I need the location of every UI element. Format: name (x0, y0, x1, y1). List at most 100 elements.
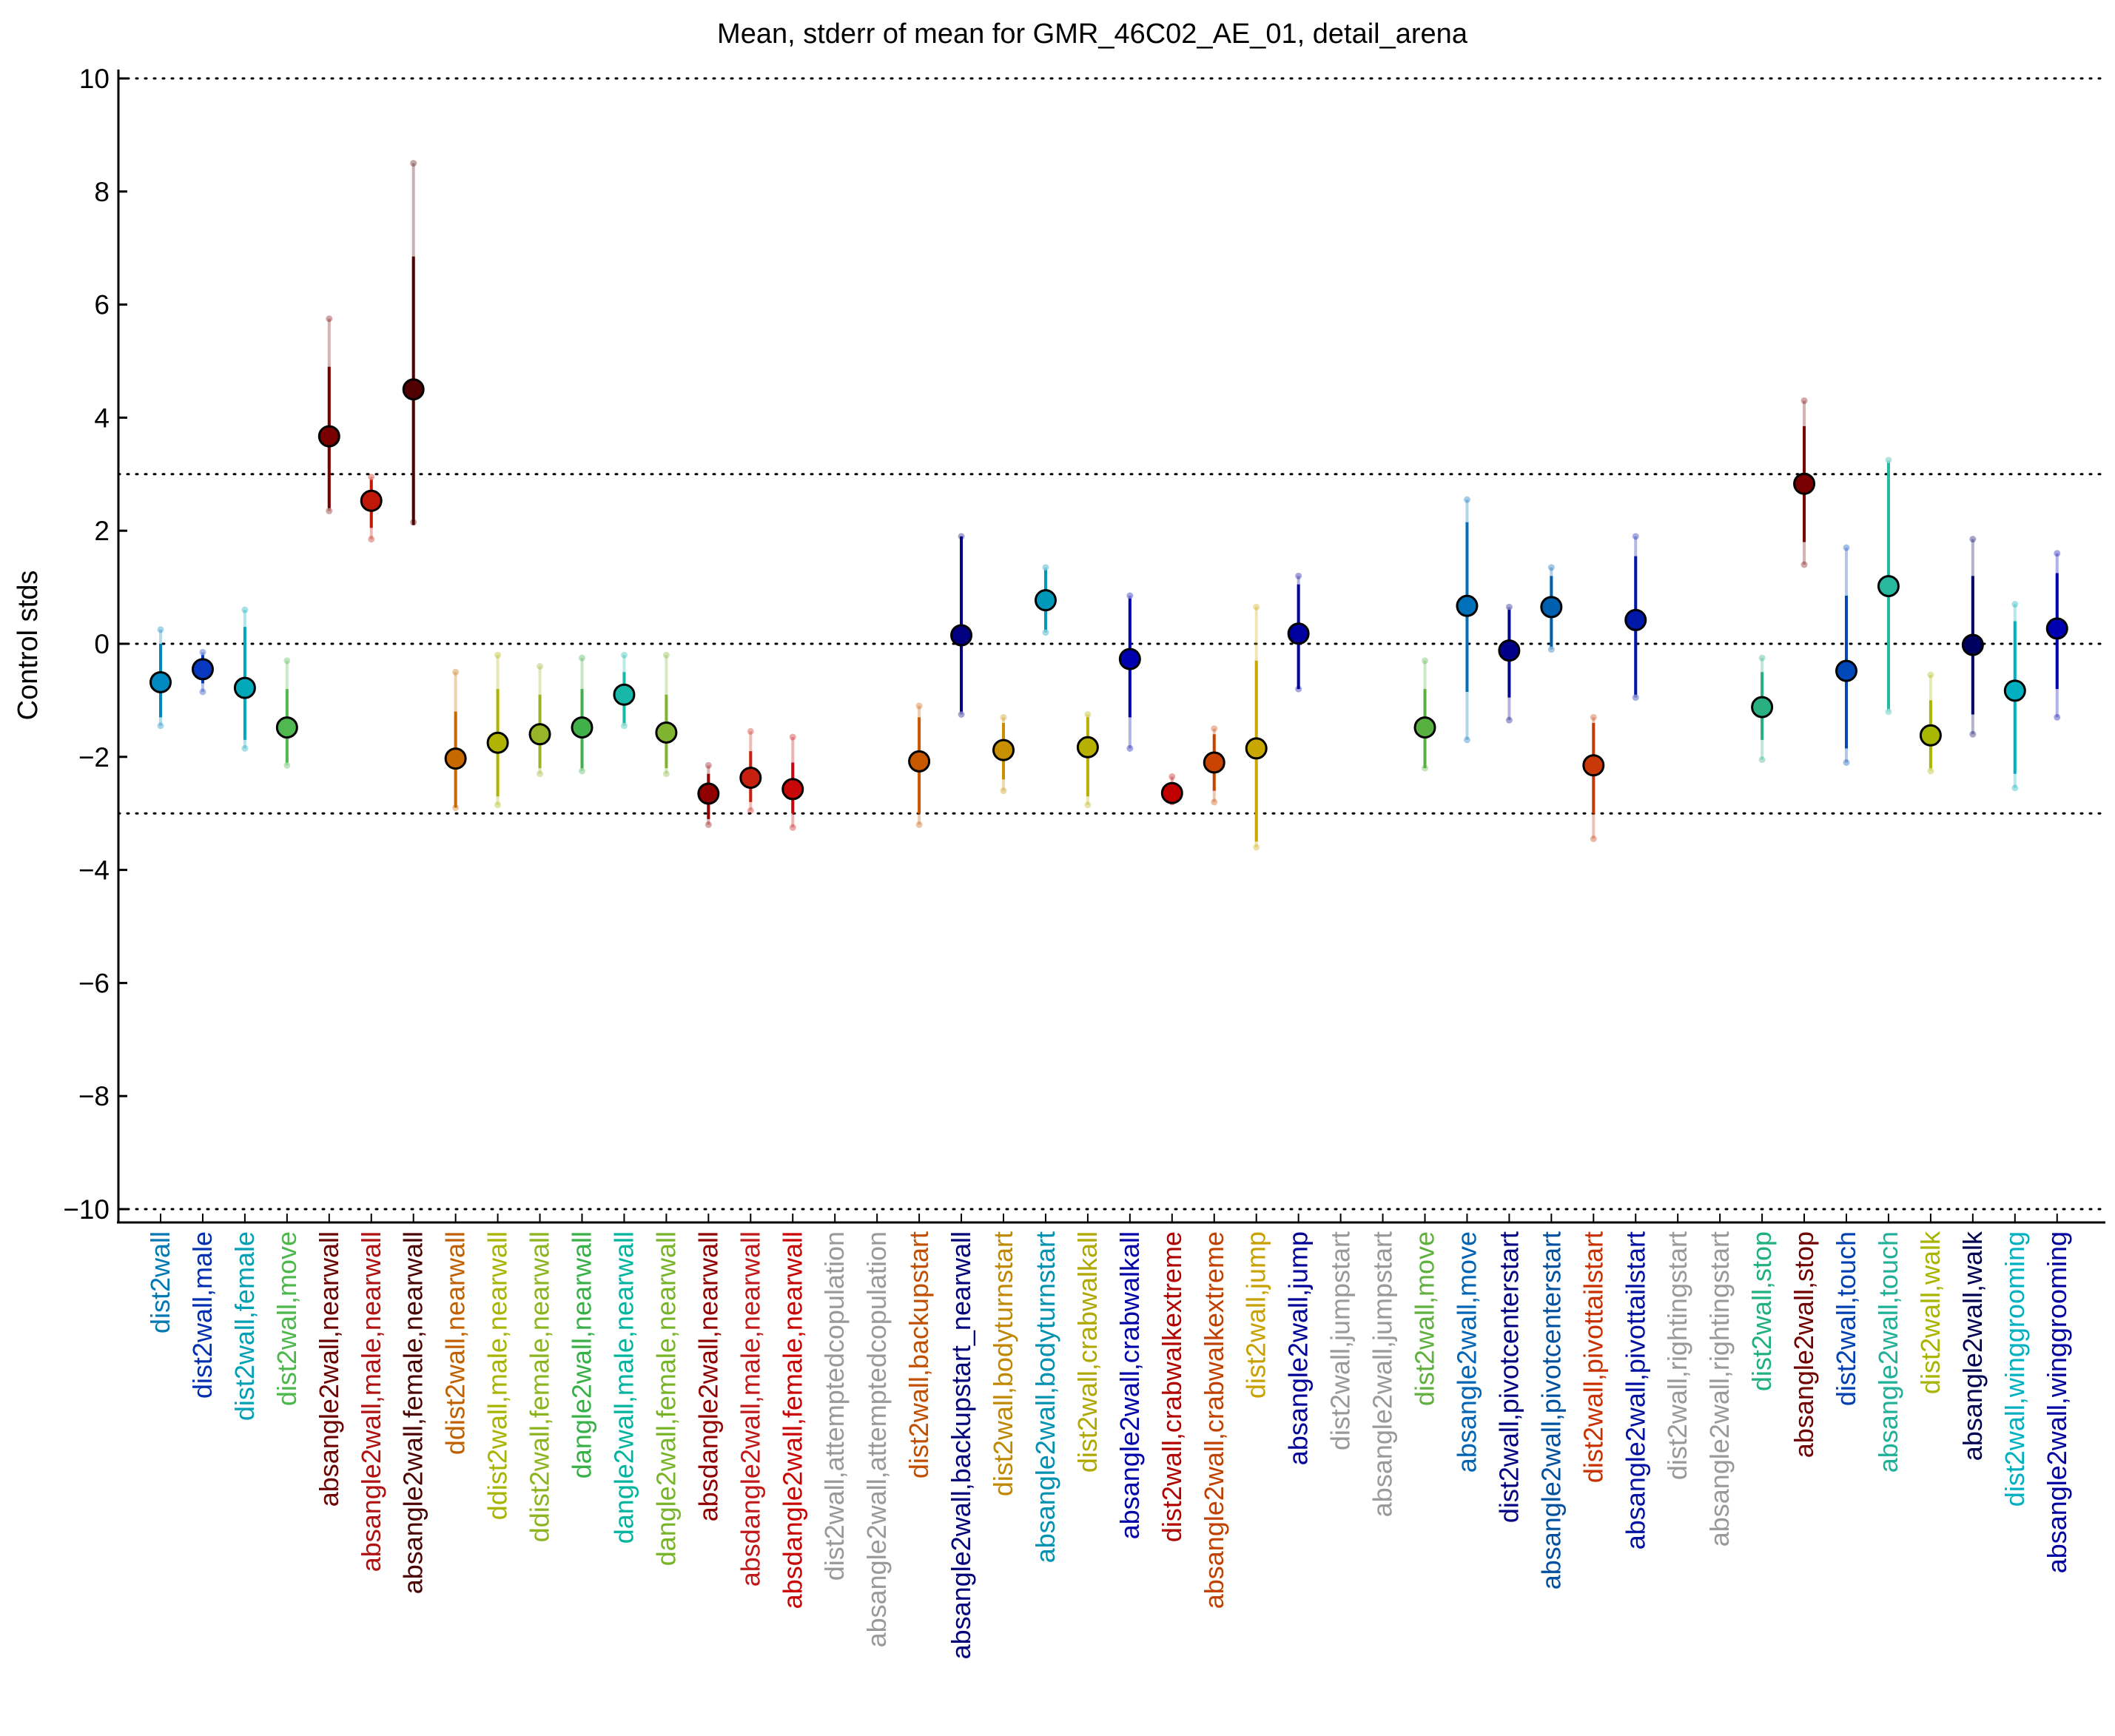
max-dot (1253, 603, 1260, 610)
max-dot (915, 702, 923, 710)
x-tick-label: dangle2wall,female,nearwall (650, 1231, 681, 1566)
y-tick-label: 2 (94, 516, 110, 546)
max-dot (1211, 725, 1218, 733)
max-dot (789, 733, 796, 741)
data-point (528, 723, 551, 746)
data-point (1961, 633, 1984, 656)
min-dot (1927, 767, 1934, 775)
min-dot (283, 761, 291, 769)
min-dot (958, 711, 965, 718)
data-point (1540, 596, 1563, 619)
x-tick-label: dist2wall,jumpstart (1325, 1231, 1356, 1450)
x-tick-label: absangle2wall,rightingstart (1704, 1231, 1735, 1547)
max-dot (1000, 713, 1007, 721)
x-tick-label: absangle2wall,crabwalkextreme (1199, 1231, 1229, 1609)
min-dot (157, 722, 164, 730)
x-tick-label: absangle2wall,touch (1873, 1231, 1903, 1473)
data-point (697, 782, 720, 805)
data-point (486, 731, 509, 754)
min-dot (662, 770, 670, 778)
x-tick-label: dangle2wall,male,nearwall (608, 1231, 639, 1544)
min-dot (2011, 784, 2019, 792)
x-tick-label: absangle2wall,walk (1957, 1231, 1988, 1461)
data-point (908, 750, 931, 773)
max-dot (1169, 773, 1176, 781)
max-dot (747, 727, 754, 735)
x-tick-label: absdangle2wall,male,nearwall (735, 1231, 765, 1587)
data-point (1456, 594, 1479, 617)
min-dot (915, 821, 923, 828)
x-tick-label: absangle2wall,pivotcenterstart (1536, 1231, 1566, 1589)
x-tick-label: absangle2wall,jump (1283, 1231, 1314, 1465)
x-tick-label: absangle2wall,nearwall (314, 1231, 344, 1507)
max-dot (620, 651, 628, 659)
x-tick-label: dist2wall (145, 1231, 175, 1333)
data-point (1160, 781, 1183, 804)
data-point (1919, 724, 1942, 747)
data-point (233, 676, 256, 699)
data-point (317, 425, 340, 448)
max-dot (452, 668, 460, 676)
x-tick-label: dist2wall,rightingstart (1662, 1231, 1692, 1480)
data-point (992, 739, 1015, 761)
min-dot (1084, 801, 1092, 809)
x-tick-label: ddist2wall,male,nearwall (482, 1231, 513, 1520)
min-dot (1590, 835, 1597, 843)
min-dot (1126, 744, 1134, 752)
x-tick-label: dist2wall,walk (1915, 1231, 1946, 1394)
x-tick-label: dist2wall,move (272, 1231, 302, 1406)
min-dot (1253, 844, 1260, 851)
x-tick-label: dist2wall,male (187, 1231, 218, 1399)
max-dot (1547, 564, 1555, 571)
chart-title: Mean, stderr of mean for GMR_46C02_AE_01… (717, 18, 1468, 50)
min-dot (1632, 694, 1639, 702)
data-point (191, 658, 214, 681)
max-dot (1843, 544, 1850, 551)
data-point (1751, 696, 1774, 719)
data-point (2045, 617, 2068, 640)
y-tick-label: −6 (78, 968, 110, 998)
max-dot (1927, 671, 1934, 679)
min-dot (368, 536, 375, 543)
max-dot (1590, 713, 1597, 721)
min-dot (2054, 713, 2061, 721)
x-tick-label: dist2wall,backupstart (904, 1231, 934, 1478)
data-point (2003, 679, 2026, 702)
max-dot (705, 761, 712, 769)
min-dot (1211, 798, 1218, 806)
max-dot (579, 654, 585, 662)
x-tick-label: absangle2wall,stop (1789, 1231, 1819, 1458)
max-dot (1084, 711, 1092, 718)
y-tick-label: −8 (78, 1081, 110, 1111)
max-dot (537, 663, 544, 670)
min-dot (1843, 758, 1850, 766)
x-tick-label: absangle2wall,jumpstart (1368, 1231, 1398, 1517)
max-dot (1632, 533, 1639, 540)
min-dot (537, 770, 544, 778)
max-dot (1505, 603, 1513, 610)
y-tick-label: 0 (94, 629, 110, 659)
min-dot (705, 821, 712, 828)
data-point (444, 747, 467, 770)
max-dot (1758, 654, 1766, 662)
y-axis-label: Control stds (13, 571, 44, 721)
max-dot (1295, 572, 1302, 579)
max-dot (199, 648, 206, 656)
x-tick-label: absangle2wall,female,nearwall (398, 1231, 428, 1594)
min-dot (241, 744, 249, 752)
data-point (571, 716, 594, 739)
data-point (739, 767, 762, 790)
min-dot (1758, 756, 1766, 764)
min-dot (1969, 730, 1977, 738)
x-tick-label: dist2wall,jump (1241, 1231, 1271, 1399)
x-tick-label: dangle2wall,nearwall (567, 1231, 597, 1478)
x-tick-label: dist2wall,pivotcenterstart (1493, 1231, 1524, 1523)
min-dot (326, 507, 333, 514)
data-point (275, 716, 298, 739)
max-dot (1885, 457, 1892, 464)
max-dot (494, 651, 502, 659)
min-dot (747, 807, 754, 814)
min-dot (789, 824, 796, 831)
data-point (1076, 736, 1099, 758)
x-tick-label: absangle2wall,pivottailstart (1620, 1231, 1650, 1550)
